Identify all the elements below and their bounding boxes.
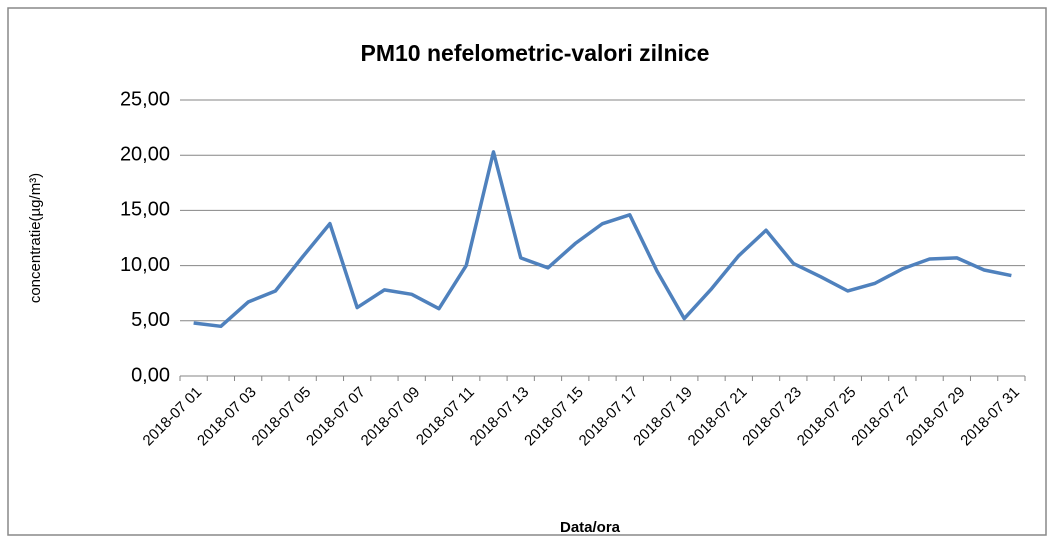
y-tick-label: 10,00	[120, 254, 170, 276]
y-tick-label: 15,00	[120, 199, 170, 221]
chart-title: PM10 nefelometric-valori zilnice	[361, 40, 710, 66]
y-tick-label: 25,00	[120, 88, 170, 110]
chart-frame	[7, 7, 1047, 536]
y-tick-label: 0,00	[131, 364, 170, 386]
data-line	[193, 150, 1012, 329]
x-axis-title: Data/ora	[560, 519, 621, 536]
y-axis-title: concentratie(µg/m³)	[27, 173, 44, 303]
y-tick-label: 20,00	[120, 143, 170, 165]
y-tick-label: 5,00	[131, 309, 170, 331]
